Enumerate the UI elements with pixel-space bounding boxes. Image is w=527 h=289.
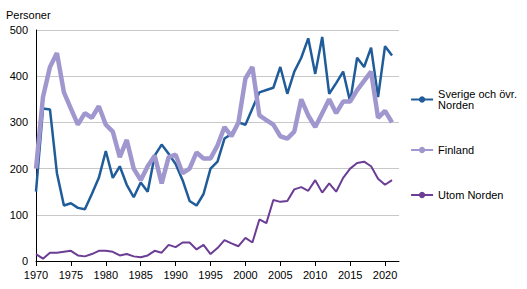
svg-text:2000: 2000	[233, 269, 257, 281]
svg-text:0: 0	[22, 255, 28, 267]
svg-text:100: 100	[10, 209, 28, 221]
svg-text:Norden: Norden	[438, 99, 474, 111]
svg-text:2005: 2005	[268, 269, 292, 281]
svg-text:1975: 1975	[59, 269, 83, 281]
svg-text:2015: 2015	[338, 269, 362, 281]
svg-text:1980: 1980	[94, 269, 118, 281]
svg-text:Finland: Finland	[438, 144, 474, 156]
svg-text:300: 300	[10, 116, 28, 128]
svg-text:2010: 2010	[303, 269, 327, 281]
svg-text:1985: 1985	[128, 269, 152, 281]
svg-text:200: 200	[10, 163, 28, 175]
svg-text:400: 400	[10, 70, 28, 82]
svg-text:1990: 1990	[163, 269, 187, 281]
svg-text:Personer: Personer	[6, 9, 51, 21]
svg-text:Sverige och övr.: Sverige och övr.	[438, 88, 520, 100]
svg-text:1995: 1995	[198, 269, 222, 281]
svg-text:2020: 2020	[373, 269, 397, 281]
svg-text:1970: 1970	[24, 269, 48, 281]
svg-text:500: 500	[10, 24, 28, 36]
svg-text:Utom Norden: Utom Norden	[438, 189, 503, 201]
